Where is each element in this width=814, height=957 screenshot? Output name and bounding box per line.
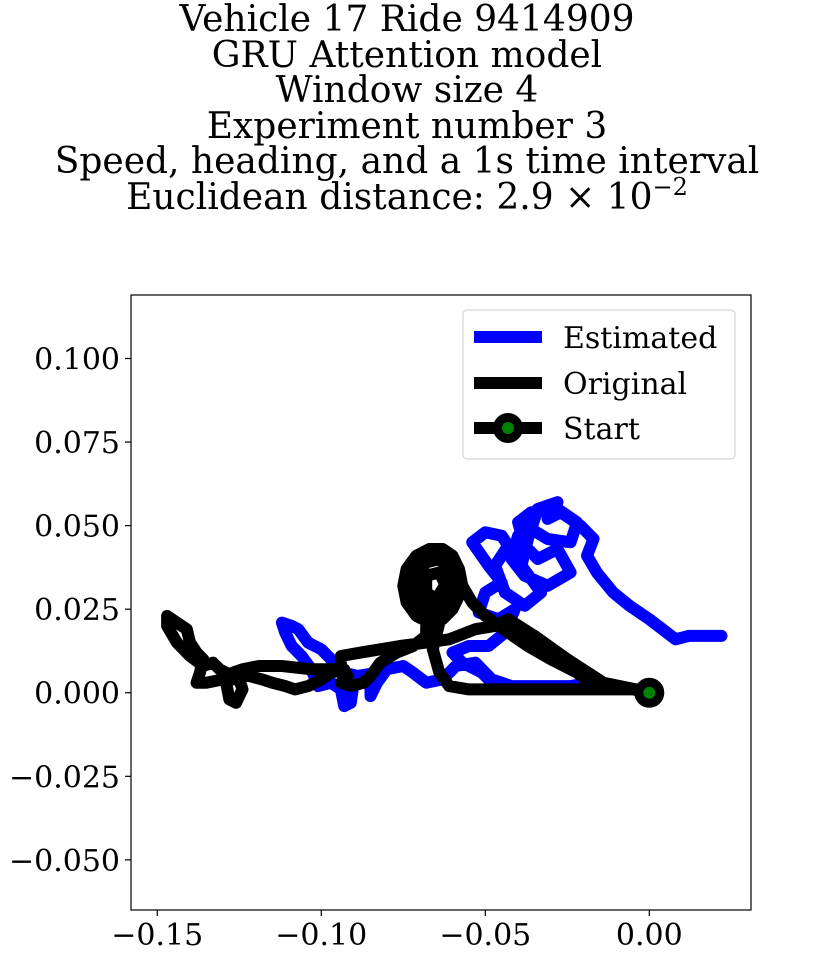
- y-tick-label: 0.100: [34, 343, 120, 378]
- x-tick-label: −0.15: [111, 918, 203, 953]
- title-line-1: Vehicle 17 Ride 9414909: [179, 0, 635, 40]
- legend-label-estimated: Estimated: [563, 321, 717, 356]
- axes-frame: [130, 294, 752, 911]
- legend-label-start: Start: [563, 412, 640, 447]
- y-tick-label: 0.000: [34, 677, 120, 712]
- y-tick-label: 0.025: [34, 593, 120, 628]
- legend-marker-start: [493, 413, 523, 443]
- title-line-2: GRU Attention model: [211, 34, 603, 76]
- start-marker: [634, 677, 665, 708]
- title-line-3: Window size 4: [275, 70, 539, 111]
- legend-label-original: Original: [563, 367, 687, 402]
- series-original-line: [161, 543, 656, 709]
- y-tick-label: 0.075: [34, 426, 120, 461]
- legend-box: [462, 309, 736, 460]
- y-tick-label: −0.025: [9, 760, 120, 795]
- x-tick-label: −0.05: [439, 918, 531, 953]
- title-line-4: Experiment number 3: [206, 105, 608, 147]
- x-tick-label: −0.10: [275, 918, 367, 953]
- title-distance-text: Euclidean distance: 2.9 × 10: [126, 176, 653, 218]
- plot-area: [161, 496, 728, 713]
- title-line-6: Euclidean distance: 2.9 × 10−2: [0, 175, 814, 218]
- title-line-5: Speed, heading, and a 1s time interval: [54, 141, 760, 182]
- legend: Estimated Original Start: [462, 309, 736, 460]
- title-distance-exponent: −2: [652, 172, 688, 201]
- x-tick-label: 0.00: [616, 918, 683, 953]
- series-estimated-line: [275, 496, 728, 713]
- y-tick-label: 0.050: [34, 510, 120, 545]
- chart-title: Vehicle 17 Ride 9414909 GRU Attention mo…: [0, 2, 814, 215]
- y-tick-label: −0.050: [9, 844, 120, 879]
